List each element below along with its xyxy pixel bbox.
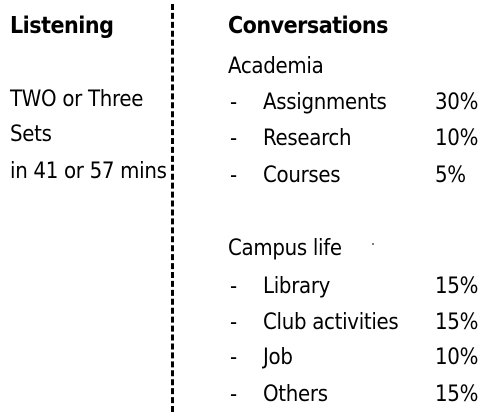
bullet-dash: - — [230, 382, 238, 407]
group-title-campus-life: Campus life — [228, 236, 342, 261]
listening-heading: Listening — [10, 13, 114, 39]
list-item: - Club activities 15% — [230, 309, 480, 337]
list-item: - Library 15% — [230, 273, 480, 301]
list-item: - Job 10% — [230, 344, 480, 372]
listening-line-2: Sets — [10, 122, 52, 147]
bullet-dash: - — [230, 126, 238, 151]
item-percent: 10% — [435, 345, 479, 370]
bullet-dash: - — [230, 345, 238, 370]
item-percent: 5% — [435, 163, 466, 188]
group-title-academia: Academia — [228, 54, 324, 79]
item-label: Others — [263, 382, 328, 407]
list-item: - Research 10% — [230, 125, 480, 153]
listening-line-1: TWO or Three — [10, 87, 144, 112]
bullet-dash: - — [230, 274, 238, 299]
item-percent: 30% — [435, 90, 479, 115]
bullet-dash: - — [230, 163, 238, 188]
bullet-dash: - — [230, 90, 238, 115]
list-item: - Others 15% — [230, 381, 480, 409]
item-percent: 15% — [435, 382, 479, 407]
listening-line-3: in 41 or 57 mins — [10, 159, 167, 184]
item-label: Assignments — [263, 90, 387, 115]
item-label: Job — [263, 345, 293, 370]
item-label: Research — [263, 126, 352, 151]
conversations-heading: Conversations — [228, 13, 388, 39]
item-label: Courses — [263, 163, 341, 188]
item-percent: 10% — [435, 126, 479, 151]
list-item: - Assignments 30% — [230, 89, 480, 117]
column-divider — [171, 4, 174, 412]
list-item: - Courses 5% — [230, 162, 480, 190]
item-label: Library — [263, 274, 331, 299]
bullet-dash: - — [230, 310, 238, 335]
item-label: Club activities — [263, 310, 399, 335]
item-percent: 15% — [435, 274, 479, 299]
item-percent: 15% — [435, 310, 479, 335]
stray-mark — [372, 243, 374, 245]
